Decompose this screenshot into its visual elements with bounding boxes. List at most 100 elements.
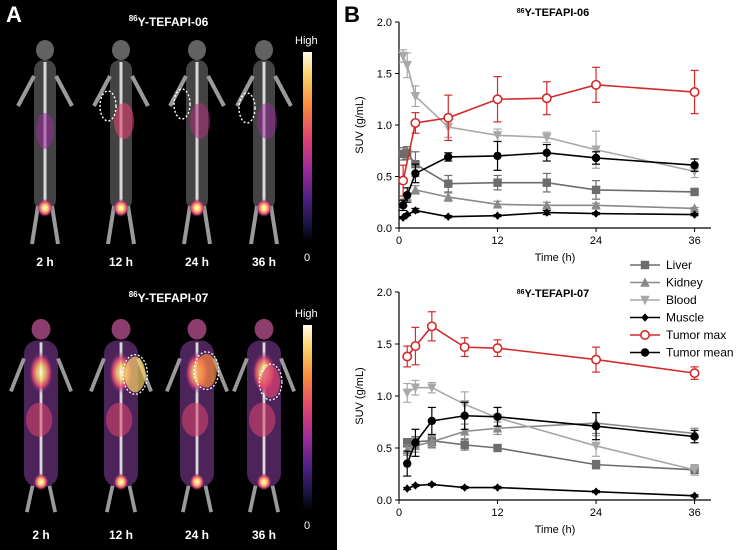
timepoint-row2-4: 36 h xyxy=(251,528,276,542)
scan-row2-12h xyxy=(88,316,154,514)
chart2-series-liver-point xyxy=(493,443,502,453)
row2-title: 86Y-TEFAPI-07 xyxy=(0,290,337,305)
chart2-series-tumor-max-point xyxy=(492,343,503,354)
chart1-series-kidney-point xyxy=(542,200,552,210)
chart2-series-blood-point xyxy=(402,388,412,399)
timepoint-row1-3: 24 h xyxy=(184,255,209,269)
chart1-series-kidney-point xyxy=(410,184,421,195)
chart1-series-tumor-max-point xyxy=(541,93,552,104)
chart2-series-tumor-mean-point xyxy=(690,432,699,441)
chart2-x-tick-label: 12 xyxy=(491,507,503,519)
chart2-title-main: Y-TEFAPI-07 xyxy=(525,288,590,300)
chart1-series-tumor-max-point xyxy=(443,112,454,123)
scan-row1-2h xyxy=(16,38,74,246)
chart1-series-tumor-mean-point xyxy=(690,160,699,170)
timepoint-row2-2: 12 h xyxy=(108,528,133,542)
legend-kidney-marker xyxy=(640,277,650,287)
timepoint-row2-3: 24 h xyxy=(184,528,209,542)
chart1-series-muscle-point xyxy=(493,211,502,220)
chart1-series-tumor-mean-point xyxy=(591,153,601,163)
chart2-series-liver-point xyxy=(591,460,601,469)
chart2-series-blood-point xyxy=(427,383,437,393)
chart2-series-muscle-point xyxy=(411,481,420,490)
chart1-series-tumor-mean-point xyxy=(411,169,420,178)
chart1-series-tumor-max-point xyxy=(410,117,421,128)
chart2-series-tumor-max-point xyxy=(402,351,413,362)
chart1-x-tick-label: 24 xyxy=(590,235,602,247)
chart2-y-tick-label: 1.0 xyxy=(377,391,392,403)
chart1-series-blood-line xyxy=(402,55,695,173)
row2-title-sup: 86 xyxy=(128,290,138,299)
timepoint-row2-1: 2 h xyxy=(32,528,50,542)
chart1-series-liver-point xyxy=(542,178,551,187)
colorbar-row1-low: 0 xyxy=(304,252,311,264)
chart1-series-blood-point xyxy=(591,145,601,155)
legend-tumor-mean-label: Tumor mean xyxy=(666,346,734,360)
chart1-series-muscle-point xyxy=(690,210,699,219)
chart1-x-tick-label: 0 xyxy=(396,235,402,247)
chart1-series-tumor-mean-point xyxy=(398,201,408,210)
row1-title: 86Y-TEFAPI-06 xyxy=(0,14,337,29)
legend-muscle-label: Muscle xyxy=(666,311,704,325)
chart1-series-tumor-max-point xyxy=(492,94,503,105)
legend-muscle-marker xyxy=(641,313,649,322)
colorbar-row2-high: High xyxy=(295,308,318,320)
chart2-series-blood-point xyxy=(591,441,601,452)
chart1-x-tick-label: 12 xyxy=(491,235,503,247)
scan-row1-36h xyxy=(235,38,293,246)
chart1-series-liver-point xyxy=(403,148,412,158)
colorbar-row2-low: 0 xyxy=(304,520,311,532)
scan-row1-12h xyxy=(92,38,150,246)
chart1-series-tumor-mean-point xyxy=(444,152,453,162)
chart2-series-kidney-point xyxy=(459,426,470,436)
chart2-series-liver-line xyxy=(407,439,695,471)
chart2-series-tumor-max-point xyxy=(426,321,437,332)
chart1-series-kidney-point xyxy=(492,199,503,209)
chart1-x-label: Time (h) xyxy=(535,252,576,264)
colorbar-row1-high: High xyxy=(295,35,318,47)
chart1-series-tumor-mean-point xyxy=(542,148,551,158)
colorbar-row2 xyxy=(303,325,312,510)
chart1-y-tick-label: 2.0 xyxy=(377,17,392,29)
chart2-series-muscle-line xyxy=(406,483,695,497)
chart2-x-tick-label: 0 xyxy=(396,507,402,519)
chart2-series-muscle-point xyxy=(460,483,469,492)
chart2-series-tumor-max-point xyxy=(410,341,421,352)
chart1-series-kidney-point xyxy=(689,203,700,213)
chart2-series-muscle-point xyxy=(428,480,436,489)
chart2-series-tumor-mean-point xyxy=(493,412,502,421)
chart1-series-liver-point xyxy=(444,179,453,188)
scan-row2-36h xyxy=(231,316,297,514)
scan-row1-24h xyxy=(168,38,226,246)
chart1-series-muscle-point xyxy=(444,212,452,221)
chart2-x-tick-label: 36 xyxy=(688,507,700,519)
timepoint-row1-4: 36 h xyxy=(251,255,276,269)
chart2-series-tumor-max-point xyxy=(591,354,602,365)
chart1-series-tumor-max-point xyxy=(689,87,700,98)
chart1-series-liver-point xyxy=(690,187,699,197)
chart1-title: 86Y-TEFAPI-06 xyxy=(517,7,590,19)
chart1-series-blood-point xyxy=(492,131,503,141)
legend-liver-marker xyxy=(640,260,650,270)
legend-tumor-mean-marker xyxy=(640,348,650,357)
chart2-title-sup: 86 xyxy=(517,289,525,296)
chart1-title-main: Y-TEFAPI-06 xyxy=(525,7,590,19)
chart1-series-liver-point xyxy=(591,185,601,195)
chart1-series-blood-point xyxy=(398,51,408,62)
chart1-title-sup: 86 xyxy=(517,8,525,15)
chart1-series-tumor-mean-point xyxy=(493,151,502,161)
chart2-y-tick-label: 0.0 xyxy=(377,495,392,507)
panel-b-charts: 86Y-TEFAPI-060 12 24 360.00.51.01.52.0Time … xyxy=(354,7,734,536)
chart2-series-tumor-mean-point xyxy=(403,459,412,468)
chart1-y-tick-label: 0.5 xyxy=(377,172,392,184)
row1-title-sup: 86 xyxy=(128,14,138,23)
chart2-y-tick-label: 1.5 xyxy=(377,339,392,351)
chart2-series-liver-point xyxy=(403,438,412,447)
legend-liver-label: Liver xyxy=(666,258,692,272)
chart2-series-liver-point xyxy=(460,440,469,450)
chart1-series-tumor-max-point xyxy=(398,175,409,186)
chart1-series-kidney-point xyxy=(443,191,453,202)
chart2-series-kidney-line xyxy=(406,422,695,451)
chart2-y-tick-label: 0.5 xyxy=(377,443,392,455)
chart1-series-muscle-point xyxy=(592,209,600,218)
